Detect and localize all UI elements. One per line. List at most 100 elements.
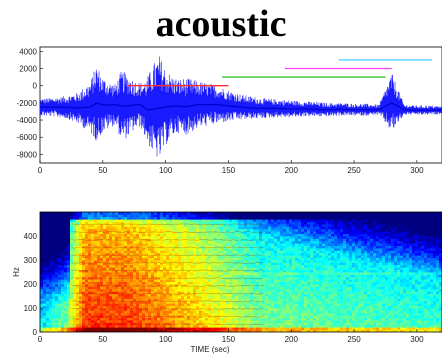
spectrogram-cell: [313, 219, 317, 222]
spectrogram-cell: [295, 238, 299, 242]
spectrogram-cell: [259, 317, 263, 321]
spectrogram-cell: [292, 219, 296, 222]
spectrogram-cell: [106, 279, 110, 282]
spectrogram-cell: [175, 310, 179, 314]
spectrogram-cell: [67, 286, 71, 290]
spectrogram-cell: [277, 233, 281, 237]
spectrogram-cell: [286, 238, 290, 242]
spectrogram-cell: [199, 308, 203, 311]
spectrogram-cell: [67, 320, 71, 323]
spectrogram-cell: [313, 228, 317, 232]
spectrogram-cell: [298, 279, 302, 282]
spectrogram-cell: [73, 315, 77, 318]
spectrogram-cell: [61, 288, 65, 292]
spectrogram-cell: [196, 286, 200, 290]
spectrogram-cell: [193, 264, 197, 268]
spectrogram-cell: [328, 305, 332, 309]
spectrogram-cell: [112, 214, 116, 218]
spectrogram-cell: [67, 300, 71, 304]
spectrogram-cell: [40, 279, 44, 282]
spectrogram-cell: [121, 243, 125, 246]
spectrogram-cell: [301, 221, 305, 225]
spectrogram-cell: [154, 224, 158, 227]
spectrogram-cell: [235, 243, 239, 246]
spectrogram-cell: [157, 274, 161, 278]
spectrogram-cell: [94, 298, 98, 302]
spectrogram-cell: [271, 308, 275, 311]
spectrogram-cell: [130, 257, 134, 261]
spectrogram-cell: [193, 216, 197, 220]
waveform-y-tick-label: 2000: [19, 64, 37, 73]
spectrogram-cell: [220, 291, 224, 294]
spectrogram-cell: [289, 322, 293, 326]
spectrogram-cell: [148, 272, 152, 275]
spectrogram-cell: [49, 262, 53, 266]
spectrogram-cell: [184, 310, 188, 314]
spectrogram-cell: [205, 281, 209, 285]
spectrogram-cell: [289, 250, 293, 254]
spectrogram-cell: [67, 252, 71, 256]
spectrogram-cell: [64, 324, 68, 328]
spectrogram-cell: [151, 276, 155, 280]
spectrogram-cell: [313, 243, 317, 246]
spectrogram-cell: [223, 212, 227, 215]
spectrogram-cell: [187, 219, 191, 222]
spectrogram-cell: [238, 262, 242, 266]
spectrogram-cell: [220, 257, 224, 261]
spectrogram-cell: [316, 327, 320, 330]
spectrogram-cell: [223, 248, 227, 251]
spectrogram-cell: [193, 252, 197, 256]
spectrogram-cell: [106, 329, 110, 332]
spectrogram-cell: [247, 240, 251, 244]
spectrogram-cell: [55, 221, 59, 225]
spectrogram-cell: [97, 327, 101, 330]
spectrogram-cell: [232, 272, 236, 275]
spectrogram-cell: [67, 329, 71, 332]
spectrogram-cell: [94, 324, 98, 328]
spectrogram-cell: [229, 255, 233, 258]
spectrogram-cell: [190, 236, 194, 239]
spectrogram-cell: [253, 291, 257, 294]
spectrogram-cell: [316, 236, 320, 239]
spectrogram-cell: [115, 255, 119, 258]
spectrogram-cell: [58, 310, 62, 314]
spectrogram-cell: [307, 255, 311, 258]
spectrogram-cell: [253, 308, 257, 311]
spectrogram-cell: [217, 250, 221, 254]
spectrogram-cell: [85, 269, 89, 273]
spectrogram-cell: [208, 255, 212, 258]
spectrogram-cell: [232, 315, 236, 318]
spectrogram-cell: [217, 264, 221, 268]
spectrogram-cell: [307, 310, 311, 314]
spectrogram-cell: [337, 317, 341, 321]
spectrogram-cell: [169, 252, 173, 256]
spectrogram-cell: [247, 298, 251, 302]
spectrogram-cell: [187, 252, 191, 256]
spectrogram-cell: [226, 228, 230, 232]
spectrogram-cell: [58, 260, 62, 263]
spectrogram-cell: [49, 317, 53, 321]
spectrogram-cell: [142, 308, 146, 311]
spectrogram-cell: [103, 236, 107, 239]
spectrogram-cell: [295, 329, 299, 332]
spectrogram-cell: [280, 305, 284, 309]
spectrogram-cell: [112, 329, 116, 332]
spectrogram-cell: [124, 308, 128, 311]
spectrogram-cell: [331, 233, 335, 237]
spectrogram-cell: [88, 240, 92, 244]
spectrogram-cell: [277, 286, 281, 290]
spectrogram-cell: [289, 224, 293, 227]
spectrogram-cell: [322, 262, 326, 266]
spectrogram-cell: [241, 317, 245, 321]
spectrogram-cell: [307, 238, 311, 242]
spectrogram-cell: [208, 274, 212, 278]
spectrogram-cell: [262, 267, 266, 270]
spectrogram-cell: [130, 260, 134, 263]
spectrogram-cell: [97, 329, 101, 332]
spectrogram-cell: [175, 322, 179, 326]
spectrogram-cell: [253, 315, 257, 318]
spectrogram-cell: [73, 257, 77, 261]
spectrogram-cell: [211, 327, 215, 330]
spectrogram-cell: [88, 317, 92, 321]
spectrogram-cell: [322, 260, 326, 263]
